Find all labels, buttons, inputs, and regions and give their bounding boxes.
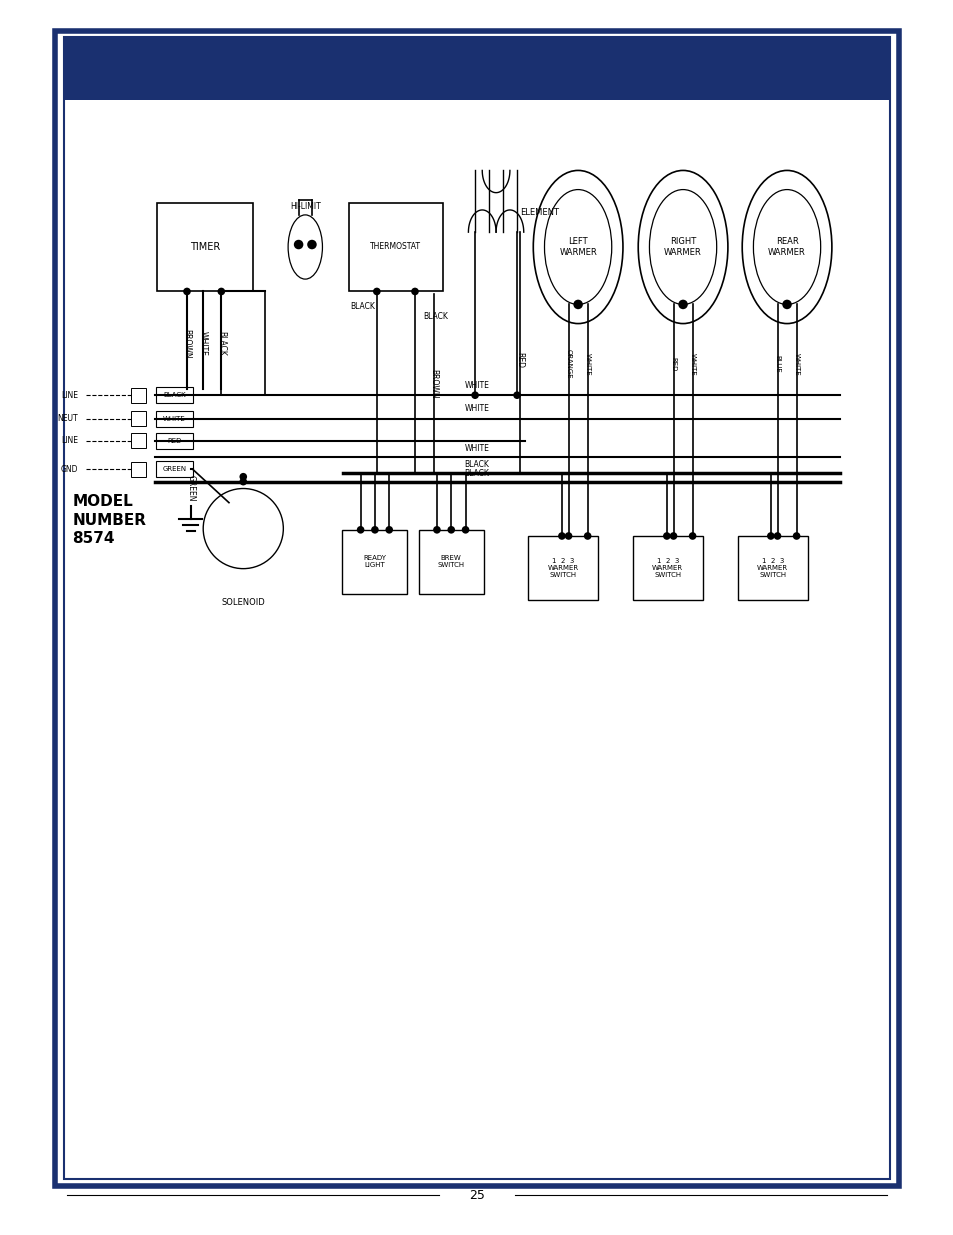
Text: ELEMENT: ELEMENT xyxy=(519,207,558,217)
Circle shape xyxy=(678,300,687,309)
Text: LINE: LINE xyxy=(61,436,78,446)
Text: TIMER: TIMER xyxy=(190,242,220,252)
Circle shape xyxy=(183,288,191,295)
Text: 1  2  3
WARMER
SWITCH: 1 2 3 WARMER SWITCH xyxy=(652,558,682,578)
Text: BLACK: BLACK xyxy=(216,331,226,356)
Circle shape xyxy=(688,532,696,540)
Text: 25: 25 xyxy=(469,1189,484,1202)
FancyBboxPatch shape xyxy=(156,387,193,403)
Circle shape xyxy=(307,240,316,249)
FancyBboxPatch shape xyxy=(64,37,889,100)
Ellipse shape xyxy=(638,170,727,324)
Text: BLACK: BLACK xyxy=(423,311,448,321)
Circle shape xyxy=(558,532,565,540)
Circle shape xyxy=(373,288,380,295)
Ellipse shape xyxy=(753,190,820,304)
Circle shape xyxy=(433,526,440,534)
Text: BLUE: BLUE xyxy=(774,356,780,373)
Text: REAR
WARMER: REAR WARMER xyxy=(767,237,805,257)
Text: WHITE: WHITE xyxy=(689,353,695,375)
Text: GREEN: GREEN xyxy=(162,467,187,472)
Text: SOLENOID: SOLENOID xyxy=(221,598,265,608)
Text: RED: RED xyxy=(167,438,182,443)
Text: BLACK: BLACK xyxy=(350,301,375,311)
Circle shape xyxy=(356,526,364,534)
Text: BLACK: BLACK xyxy=(464,468,489,478)
FancyBboxPatch shape xyxy=(738,536,807,600)
Text: WHITE: WHITE xyxy=(464,443,489,453)
Text: LEFT
WARMER: LEFT WARMER xyxy=(558,237,597,257)
Circle shape xyxy=(773,532,781,540)
FancyBboxPatch shape xyxy=(342,530,407,594)
FancyBboxPatch shape xyxy=(55,31,898,1186)
Circle shape xyxy=(564,532,572,540)
Text: 1  2  3
WARMER
SWITCH: 1 2 3 WARMER SWITCH xyxy=(547,558,578,578)
Circle shape xyxy=(766,532,774,540)
FancyBboxPatch shape xyxy=(528,536,597,600)
Text: WHITE: WHITE xyxy=(163,416,186,421)
Ellipse shape xyxy=(533,170,622,324)
Text: HI-LIMIT: HI-LIMIT xyxy=(290,201,320,211)
Text: BREW
SWITCH: BREW SWITCH xyxy=(437,556,464,568)
Text: MODEL
NUMBER
8574: MODEL NUMBER 8574 xyxy=(72,494,147,546)
Circle shape xyxy=(203,489,283,568)
FancyBboxPatch shape xyxy=(131,411,146,426)
Text: LINE: LINE xyxy=(61,390,78,400)
Ellipse shape xyxy=(649,190,716,304)
Text: THERMOSTAT: THERMOSTAT xyxy=(370,242,421,252)
Text: RIGHT
WARMER: RIGHT WARMER xyxy=(663,237,701,257)
FancyBboxPatch shape xyxy=(156,461,193,478)
Circle shape xyxy=(513,391,520,399)
Text: RED: RED xyxy=(515,352,524,368)
Text: WHITE: WHITE xyxy=(464,404,489,414)
Circle shape xyxy=(239,478,247,485)
Text: BROWN: BROWN xyxy=(429,369,438,398)
FancyBboxPatch shape xyxy=(156,433,193,450)
Circle shape xyxy=(583,532,591,540)
FancyBboxPatch shape xyxy=(157,203,253,291)
FancyBboxPatch shape xyxy=(131,462,146,477)
Text: GREEN: GREEN xyxy=(186,474,195,501)
Circle shape xyxy=(294,240,303,249)
Circle shape xyxy=(669,532,677,540)
Ellipse shape xyxy=(741,170,831,324)
Circle shape xyxy=(411,288,418,295)
Text: BLACK: BLACK xyxy=(464,459,489,469)
Text: 1  2  3
WARMER
SWITCH: 1 2 3 WARMER SWITCH xyxy=(757,558,787,578)
FancyBboxPatch shape xyxy=(131,433,146,448)
Text: BLACK: BLACK xyxy=(163,393,186,398)
Circle shape xyxy=(385,526,393,534)
Text: ORANGE: ORANGE xyxy=(565,350,571,379)
Circle shape xyxy=(471,391,478,399)
Text: BROWN: BROWN xyxy=(182,329,192,358)
Circle shape xyxy=(239,473,247,480)
Text: WHITE: WHITE xyxy=(464,380,489,390)
Text: GND: GND xyxy=(61,464,78,474)
FancyBboxPatch shape xyxy=(633,536,701,600)
Circle shape xyxy=(573,300,582,309)
FancyBboxPatch shape xyxy=(64,37,889,1179)
Text: NEUT: NEUT xyxy=(57,414,78,424)
Ellipse shape xyxy=(544,190,611,304)
FancyBboxPatch shape xyxy=(349,203,442,291)
Text: WHITE: WHITE xyxy=(198,331,208,356)
Circle shape xyxy=(371,526,378,534)
Circle shape xyxy=(217,288,225,295)
Ellipse shape xyxy=(288,215,322,279)
Circle shape xyxy=(662,532,670,540)
FancyBboxPatch shape xyxy=(131,388,146,403)
FancyBboxPatch shape xyxy=(156,410,193,426)
Text: WHITE: WHITE xyxy=(584,353,590,375)
FancyBboxPatch shape xyxy=(418,530,483,594)
Circle shape xyxy=(461,526,469,534)
Circle shape xyxy=(447,526,455,534)
Circle shape xyxy=(792,532,800,540)
Circle shape xyxy=(781,300,791,309)
Text: RED: RED xyxy=(670,357,676,372)
Text: READY
LIGHT: READY LIGHT xyxy=(363,556,386,568)
Text: WHITE: WHITE xyxy=(793,353,799,375)
